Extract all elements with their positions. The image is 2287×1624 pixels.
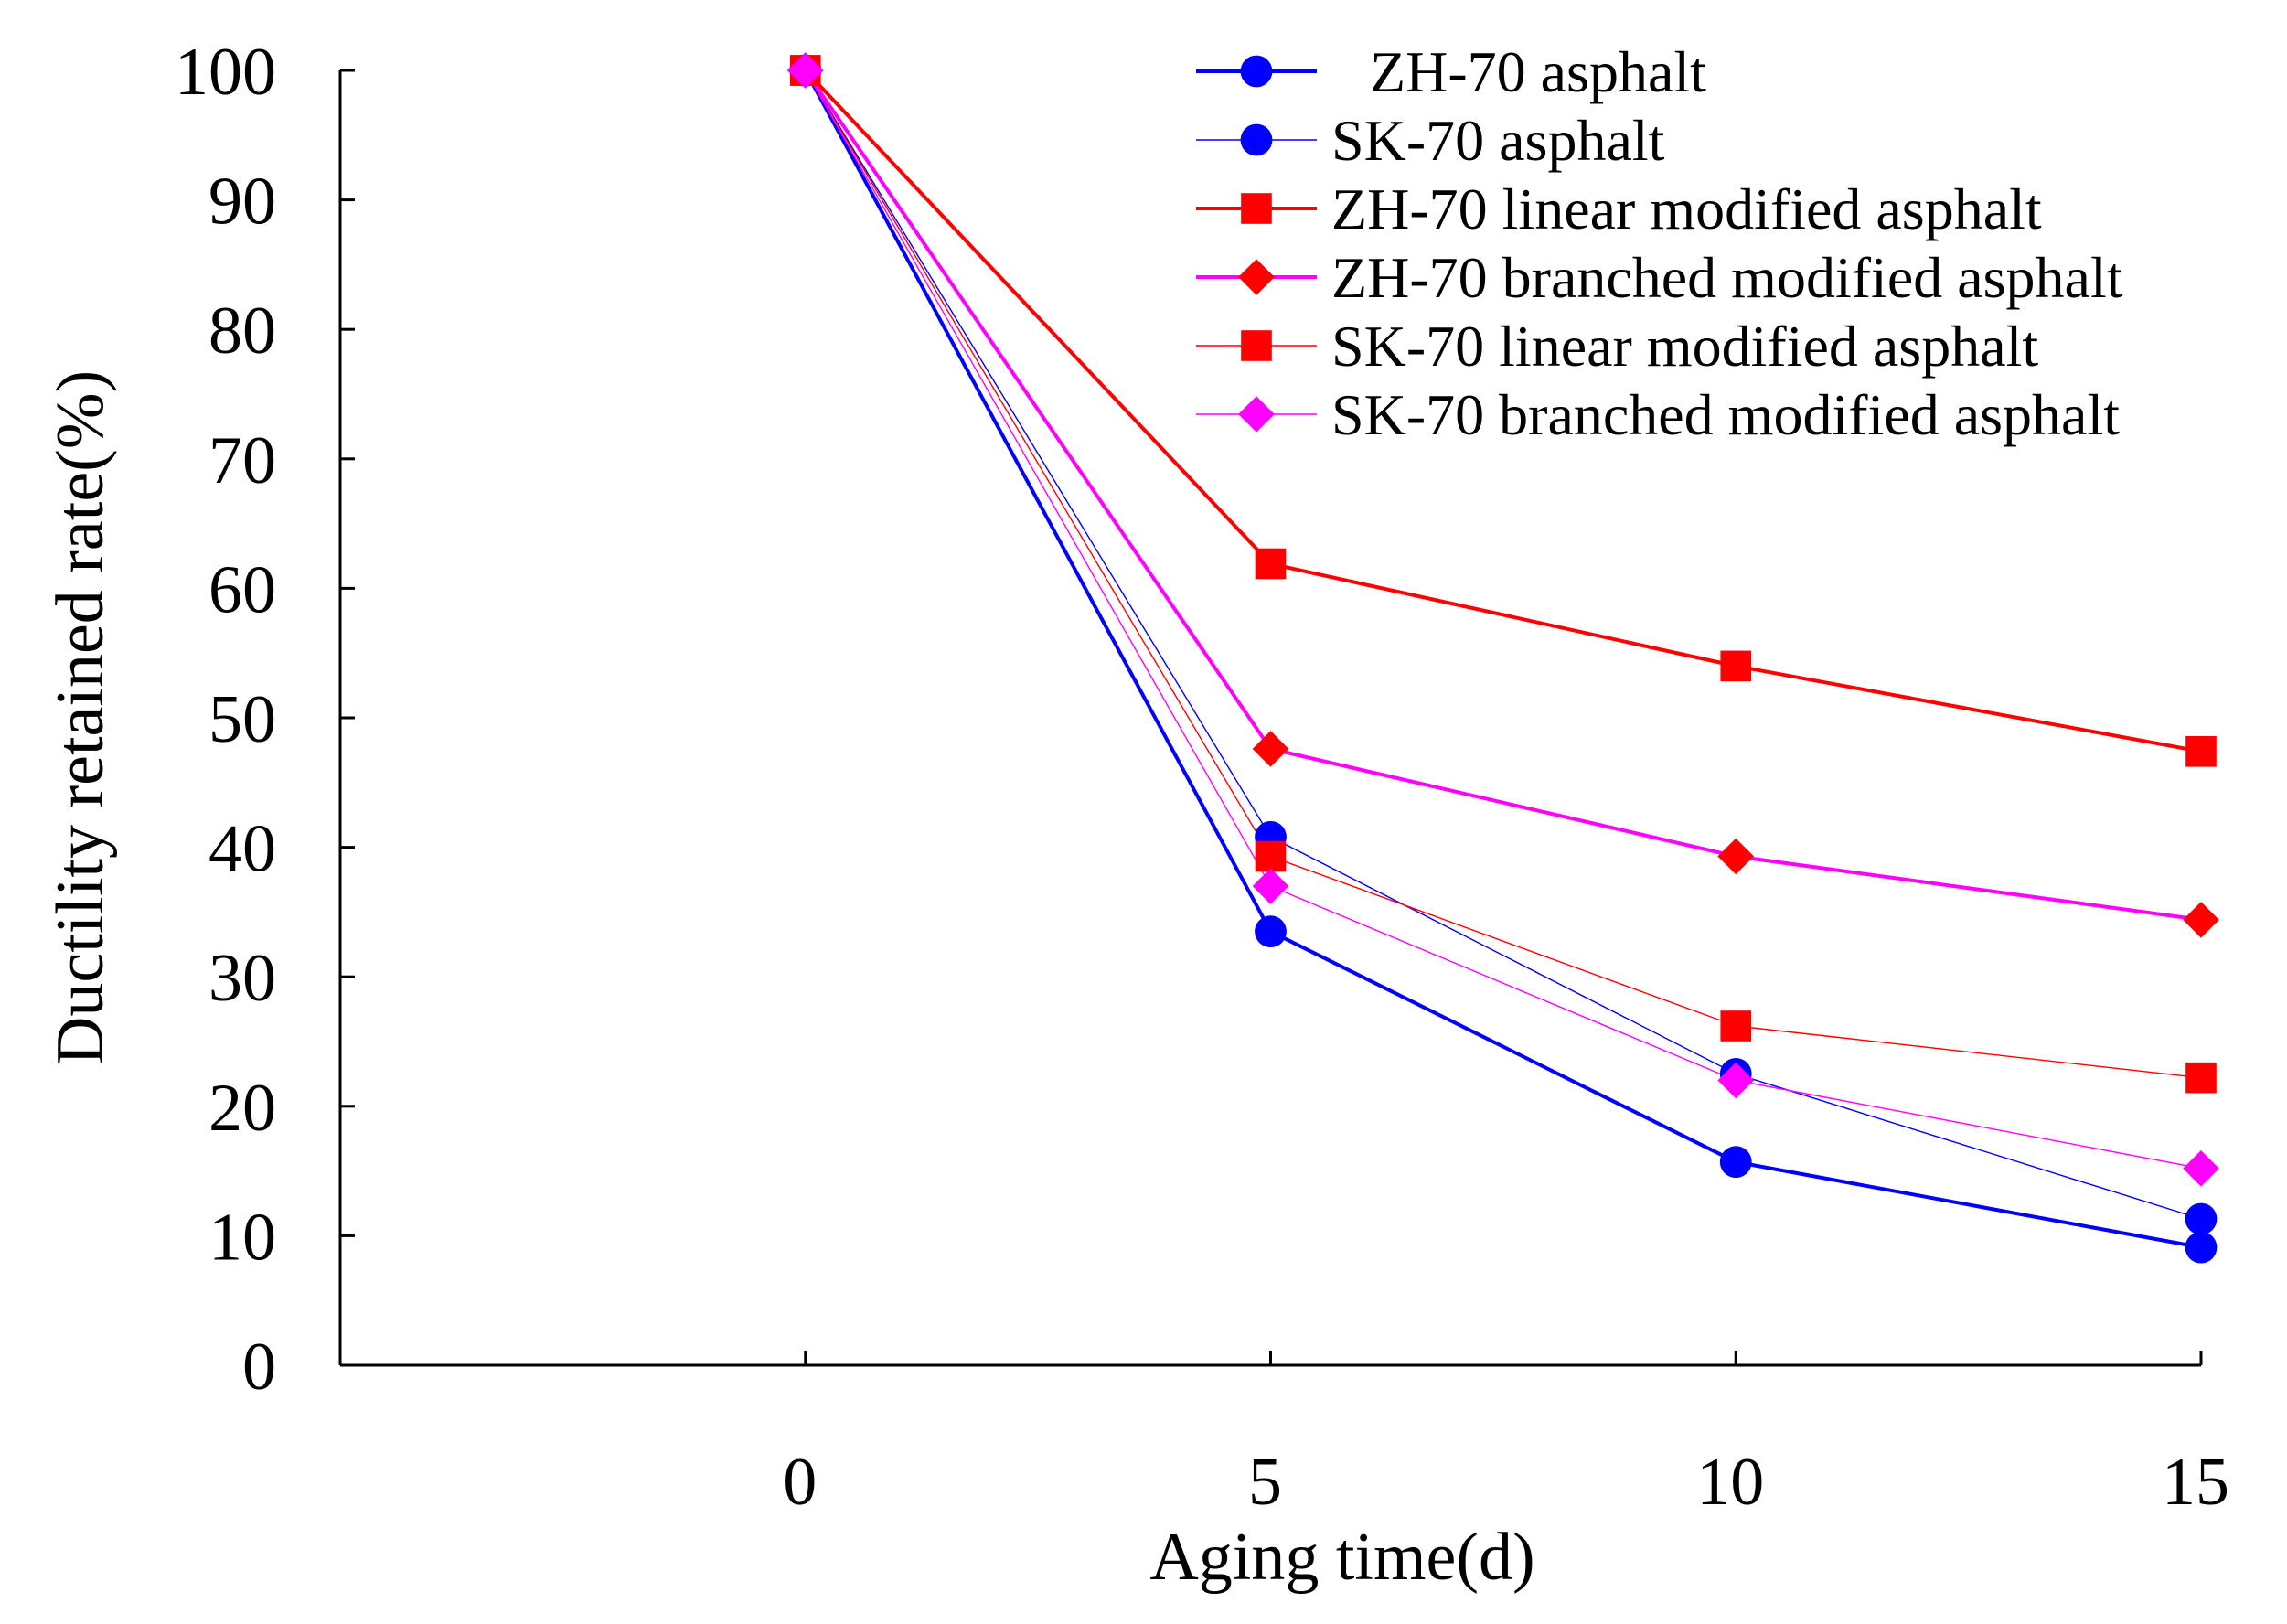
data-point-zh-70-branched-modified-asphalt [1252, 731, 1289, 767]
x-tick-label: 5 [1248, 1445, 1282, 1520]
series-markers [786, 52, 2219, 1264]
series-line-sk-70-linear-modified-asphalt [805, 69, 2202, 1079]
y-tick-label: 0 [242, 1330, 276, 1405]
legend-item: SK-70 linear modified asphalt [1196, 314, 2038, 379]
y-tick-label: 90 [208, 165, 276, 240]
legend-swatch-marker [1241, 193, 1272, 224]
series-line-zh-70-asphalt [803, 69, 2202, 1250]
data-point-sk-70-branched-modified-asphalt [2183, 1149, 2219, 1187]
y-tick-label: 40 [208, 812, 276, 887]
legend-label: ZH-70 linear modified asphalt [1331, 176, 2042, 241]
data-point-sk-70-linear-modified-asphalt [2185, 1062, 2217, 1094]
legend-label: SK-70 linear modified asphalt [1331, 314, 2038, 379]
data-point-sk-70-linear-modified-asphalt [1255, 840, 1287, 872]
y-tick-label: 50 [208, 682, 276, 757]
data-point-sk-70-branched-modified-asphalt [786, 52, 824, 89]
series-line-zh-70-linear-modified-asphalt [804, 69, 2202, 753]
data-point-sk-70-asphalt [2185, 1202, 2218, 1235]
series-lines [803, 69, 2202, 1250]
data-point-sk-70-branched-modified-asphalt [1252, 868, 1289, 904]
y-tick-label: 30 [208, 941, 276, 1016]
data-point-zh-70-asphalt [2185, 1231, 2218, 1264]
legend-swatch-marker [1238, 396, 1275, 433]
legend-swatch-marker [1240, 123, 1273, 156]
series-line-zh-70-branched-modified-asphalt [804, 69, 2202, 922]
legend-item: ZH-70 asphalt [1196, 39, 1706, 104]
y-tick-label: 80 [208, 294, 276, 369]
data-point-zh-70-linear-modified-asphalt [1720, 650, 1752, 682]
legend-swatch-marker [1240, 55, 1273, 88]
data-point-sk-70-branched-modified-asphalt [1717, 1062, 1755, 1099]
legend-label: SK-70 branched modified asphalt [1331, 382, 2120, 447]
y-tick-label: 10 [208, 1200, 276, 1275]
legend-label: ZH-70 branched modified asphalt [1331, 245, 2123, 310]
x-tick-label: 10 [1696, 1445, 1764, 1520]
y-tick-label: 100 [175, 35, 276, 110]
legend-item: SK-70 asphalt [1196, 108, 1665, 173]
y-tick-label: 60 [208, 552, 276, 627]
data-point-zh-70-branched-modified-asphalt [1717, 838, 1755, 875]
x-tick-label: 0 [783, 1445, 817, 1520]
y-tick-label: 20 [208, 1071, 276, 1146]
data-point-zh-70-linear-modified-asphalt [2185, 736, 2217, 767]
data-point-zh-70-asphalt [1255, 915, 1287, 948]
y-tick-label: 70 [208, 423, 276, 498]
y-axis-title: Ductility retained rate(%) [43, 370, 118, 1065]
legend-label: SK-70 asphalt [1331, 108, 1665, 173]
x-tick-label: 15 [2162, 1445, 2229, 1520]
x-axis-title: Aging time(d) [1149, 1520, 1534, 1595]
legend-label: ZH-70 asphalt [1370, 39, 1706, 104]
legend-item: SK-70 branched modified asphalt [1196, 382, 2120, 447]
series-line-sk-70-branched-modified-asphalt [805, 69, 2202, 1170]
data-point-zh-70-linear-modified-asphalt [1255, 548, 1287, 580]
series-line-sk-70-asphalt [805, 69, 2202, 1220]
data-point-zh-70-branched-modified-asphalt [2183, 902, 2219, 938]
legend-swatch-marker [1238, 259, 1275, 295]
data-point-sk-70-linear-modified-asphalt [1720, 1010, 1752, 1042]
legend-item: ZH-70 linear modified asphalt [1196, 176, 2042, 241]
legend-swatch-marker [1241, 330, 1272, 361]
data-point-zh-70-asphalt [1719, 1146, 1752, 1179]
axes: 0 10 20 30 40 50 60 70 80 90 100 0 5 10 15 [175, 35, 2229, 1520]
legend-item: ZH-70 branched modified asphalt [1196, 245, 2123, 310]
